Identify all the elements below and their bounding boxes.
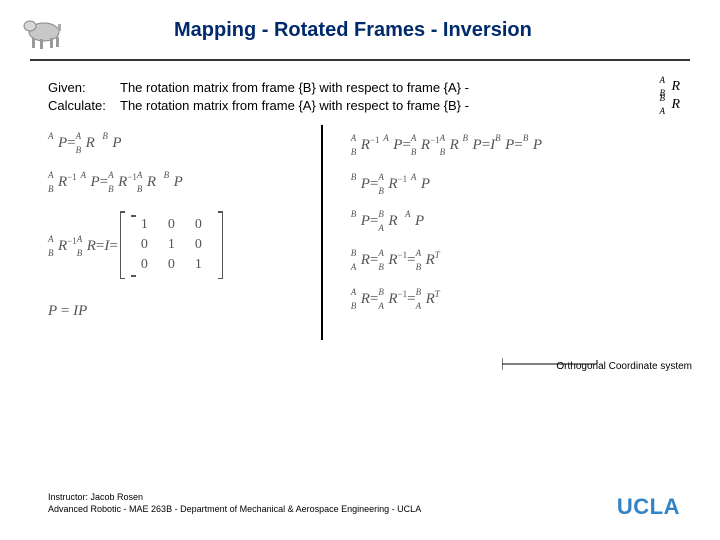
header: Mapping - Rotated Frames - Inversion [0,0,720,53]
robot-dog-icon [14,8,74,53]
eq-l2: ABR−1 AP=ABR−1ABR BP [48,172,307,191]
right-column: ABR−1 AP=ABR−1ABR BP=IBP=BP BP=ABR−1 AP … [323,125,680,340]
footer-line2: Advanced Robotic - MAE 263B - Department… [48,503,680,516]
ortho-note: Orthogonal Coordinate system [556,360,692,373]
ucla-logo: UCLA [617,494,680,520]
eq-l3: ABR−1ABR=I= 100 010 001 [48,211,307,279]
given-row: Given: The rotation matrix from frame {B… [48,79,680,95]
left-column: AP=ABR BP ABR−1 AP=ABR−1ABR BP ABR−1ABR=… [48,125,323,340]
given-text: The rotation matrix from frame {B} with … [120,80,648,95]
calculate-label: Calculate: [48,98,120,113]
calculate-row: Calculate: The rotation matrix from fram… [48,97,680,113]
eq-r5: ABR=BAR−1=BART [351,289,680,308]
equation-area: AP=ABR BP ABR−1 AP=ABR−1ABR BP ABR−1ABR=… [48,125,680,340]
given-label: Given: [48,80,120,95]
calculate-rotation-symbol: B A R [656,97,680,113]
content: Given: The rotation matrix from frame {B… [0,61,720,340]
eq-l4: P = IP [48,303,307,320]
footer-line1: Instructor: Jacob Rosen [48,491,680,504]
footer: Instructor: Jacob Rosen Advanced Robotic… [48,491,680,516]
eq-r3: BP=BAR AP [351,213,680,230]
calculate-text: The rotation matrix from frame {A} with … [120,98,648,113]
eq-l1: AP=ABR BP [48,135,307,152]
identity-matrix: 100 010 001 [120,211,223,279]
eq-r2: BP=ABR−1 AP [351,174,680,193]
eq-r4: BAR=ABR−1=ABRT [351,250,680,269]
eq-r1: ABR−1 AP=ABR−1ABR BP=IBP=BP [351,135,680,154]
page-title: Mapping - Rotated Frames - Inversion [174,19,532,42]
